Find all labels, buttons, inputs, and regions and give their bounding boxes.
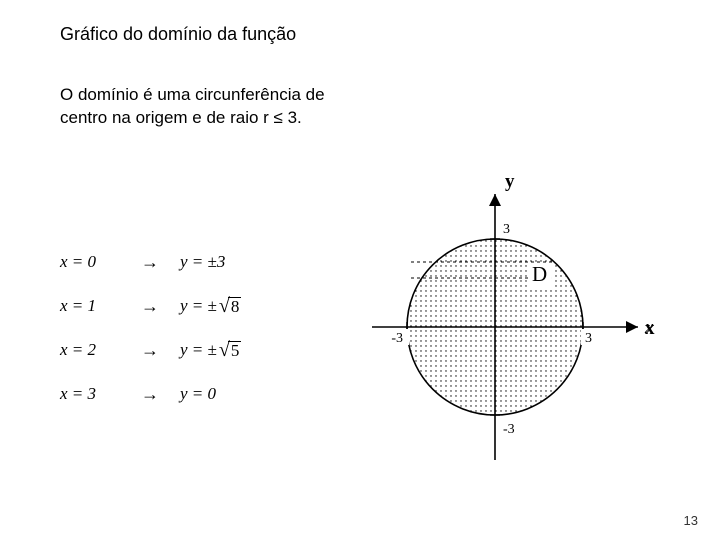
arrow-icon: → xyxy=(120,252,180,273)
equation-lhs: x = 3 xyxy=(60,384,120,404)
svg-text:3: 3 xyxy=(503,222,510,237)
subtitle: O domínio é uma circunferência de centro… xyxy=(60,84,325,130)
equations-list: x = 0 → y = ±3 x = 1 → y = ± √ 8 x = 2 →… xyxy=(60,250,241,426)
sqrt-expression: √ 8 xyxy=(219,296,241,316)
page-number: 13 xyxy=(684,513,698,528)
svg-text:x: x xyxy=(645,318,655,339)
subtitle-line-2: centro na origem e de raio r ≤ 3. xyxy=(60,107,325,130)
domain-diagram: 3-33-3xxyD xyxy=(335,170,675,470)
equation-lhs: x = 1 xyxy=(60,296,120,316)
svg-text:y: y xyxy=(505,171,515,192)
arrow-icon: → xyxy=(120,384,180,405)
sqrt-expression: √ 5 xyxy=(219,340,241,360)
arrow-icon: → xyxy=(120,296,180,317)
equation-row: x = 2 → y = ± √ 5 xyxy=(60,338,241,362)
sqrt-value: 5 xyxy=(228,341,242,359)
equation-lhs: x = 2 xyxy=(60,340,120,360)
svg-text:-3: -3 xyxy=(391,331,403,346)
equation-lhs: x = 0 xyxy=(60,252,120,272)
equation-rhs-prefix: y = ± xyxy=(180,296,217,316)
equation-rhs: y = ±3 xyxy=(180,252,225,272)
arrow-icon: → xyxy=(120,340,180,361)
svg-text:D: D xyxy=(532,262,547,286)
equation-rhs: y = ± √ 5 xyxy=(180,340,241,360)
equation-rhs-prefix: y = 0 xyxy=(180,384,216,404)
svg-text:3: 3 xyxy=(585,331,592,346)
equation-rhs: y = ± √ 8 xyxy=(180,296,241,316)
subtitle-line-1: O domínio é uma circunferência de xyxy=(60,84,325,107)
page-title: Gráfico do domínio da função xyxy=(60,24,296,45)
diagram-svg: 3-33-3xxyD xyxy=(335,170,675,470)
equation-row: x = 3 → y = 0 xyxy=(60,382,241,406)
svg-text:-3: -3 xyxy=(503,422,515,437)
sqrt-value: 8 xyxy=(228,297,242,315)
equation-row: x = 0 → y = ±3 xyxy=(60,250,241,274)
equation-rhs: y = 0 xyxy=(180,384,216,404)
equation-row: x = 1 → y = ± √ 8 xyxy=(60,294,241,318)
equation-rhs-prefix: y = ± xyxy=(180,340,217,360)
equation-rhs-prefix: y = ±3 xyxy=(180,252,225,272)
